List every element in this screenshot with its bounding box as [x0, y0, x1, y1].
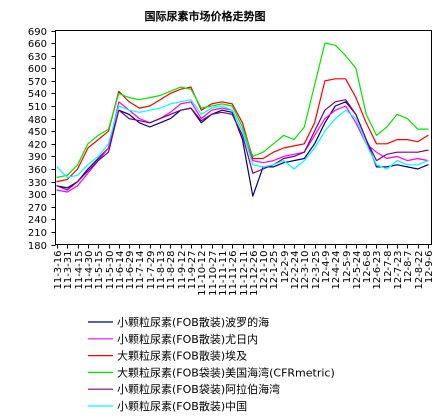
x-tick-label: 12-7-8 — [383, 251, 394, 284]
x-tick-label: 11-11-26 — [228, 251, 239, 296]
x-tick-label: 11-8-28 — [166, 251, 177, 290]
x-tick-label: 11-4-30 — [84, 251, 95, 290]
legend-label: 小颗粒尿素(FOB散装)波罗的海 — [117, 315, 269, 329]
x-tick-label: 11-3-16 — [53, 251, 64, 290]
y-tick-label: 420 — [28, 140, 47, 151]
x-tick-label: 11-11-11 — [218, 251, 229, 296]
y-tick-label: 510 — [28, 102, 47, 113]
x-tick-label: 11-6-29 — [125, 251, 136, 290]
x-tick-label: 12-4-9 — [321, 251, 332, 284]
y-tick-label: 630 — [28, 52, 47, 63]
legend-item-2: 小颗粒尿素(FOB散装)尤日内 — [88, 332, 258, 346]
series-layer — [56, 42, 429, 197]
x-axis: 11-3-16 11-3-31 11-4-15 11-4-30 11-5-15 11-5-… — [53, 244, 435, 296]
y-tick-label: 330 — [28, 178, 47, 189]
legend-label: 大颗粒尿素(FOB袋装)美国海湾(CFRmetric) — [117, 365, 335, 379]
legend-item-4: 大颗粒尿素(FOB袋装)美国海湾(CFRmetric) — [88, 365, 335, 379]
x-tick-label: 12-3-10 — [300, 251, 311, 290]
series-line-3 — [56, 78, 429, 183]
x-tick-label: 12-1-10 — [259, 251, 270, 290]
x-tick-label: 11-9-27 — [187, 251, 198, 290]
x-tick-label: 12-5-24 — [352, 251, 363, 290]
y-tick-label: 300 — [28, 190, 47, 201]
x-tick-label: 11-10-27 — [208, 251, 219, 296]
y-axis: 1802102402703003303603904204504805105405… — [28, 27, 56, 252]
x-tick-label: 12-6-8 — [362, 251, 373, 284]
y-tick-label: 570 — [28, 77, 47, 88]
x-tick-label: 11-5-30 — [105, 251, 116, 290]
series-line-6 — [56, 99, 429, 178]
y-tick-label: 240 — [28, 215, 47, 226]
x-tick-label: 12-3-25 — [311, 251, 322, 290]
x-tick-label: 11-9-12 — [177, 251, 188, 290]
x-tick-label: 11-8-13 — [156, 251, 167, 290]
y-tick-label: 270 — [28, 203, 47, 214]
legend-item-5: 小颗粒尿素(FOB袋装)阿拉伯海湾 — [88, 382, 280, 396]
x-tick-label: 11-4-15 — [74, 251, 85, 290]
y-tick-label: 600 — [28, 64, 47, 75]
x-tick-label: 11-5-15 — [94, 251, 105, 290]
y-tick-label: 690 — [28, 27, 47, 38]
x-tick-label: 11-6-14 — [115, 251, 126, 290]
y-tick-label: 480 — [28, 115, 47, 126]
x-tick-label: 11-3-31 — [63, 251, 74, 290]
x-tick-label: 11-7-14 — [135, 251, 146, 290]
legend-item-3: 大颗粒尿素(FOB散装)埃及 — [88, 349, 247, 363]
x-tick-label: 12-2-24 — [290, 251, 301, 290]
chart-title: 国际尿素市场价格走势图 — [145, 9, 266, 23]
x-tick-label: 12-9-6 — [424, 251, 435, 284]
x-tick-label: 12-8-7 — [403, 251, 414, 284]
legend-label: 小颗粒尿素(FOB散装)尤日内 — [117, 332, 258, 346]
x-tick-label: 12-5-9 — [342, 251, 353, 284]
legend-label: 小颗粒尿素(FOB袋装)阿拉伯海湾 — [117, 382, 280, 396]
x-tick-label: 12-8-22 — [414, 251, 425, 290]
x-tick-label: 11-10-12 — [197, 251, 208, 296]
y-tick-label: 360 — [28, 165, 47, 176]
legend: 小颗粒尿素(FOB散装)波罗的海小颗粒尿素(FOB散装)尤日内大颗粒尿素(FOB… — [88, 315, 335, 413]
y-tick-label: 390 — [28, 152, 47, 163]
y-tick-label: 210 — [28, 228, 47, 239]
x-tick-label: 11-7-29 — [146, 251, 157, 290]
legend-item-6: 小颗粒尿素(FOB散装)中国 — [88, 399, 247, 413]
x-tick-label: 12-6-23 — [372, 251, 383, 290]
x-tick-label: 12-1-25 — [269, 251, 280, 290]
y-tick-label: 450 — [28, 127, 47, 138]
legend-label: 小颗粒尿素(FOB散装)中国 — [117, 399, 247, 413]
x-tick-label: 12-4-24 — [331, 251, 342, 290]
series-line-4 — [56, 42, 429, 178]
legend-item-1: 小颗粒尿素(FOB散装)波罗的海 — [88, 315, 269, 329]
x-tick-label: 11-12-11 — [239, 251, 250, 296]
y-tick-label: 180 — [28, 241, 47, 252]
y-tick-label: 660 — [28, 39, 47, 50]
x-tick-label: 12-2-9 — [280, 251, 291, 284]
series-line-5 — [56, 99, 429, 191]
x-tick-label: 12-7-23 — [393, 251, 404, 290]
y-tick-label: 540 — [28, 89, 47, 100]
legend-label: 大颗粒尿素(FOB散装)埃及 — [117, 349, 247, 363]
x-tick-label: 11-12-26 — [249, 251, 260, 296]
